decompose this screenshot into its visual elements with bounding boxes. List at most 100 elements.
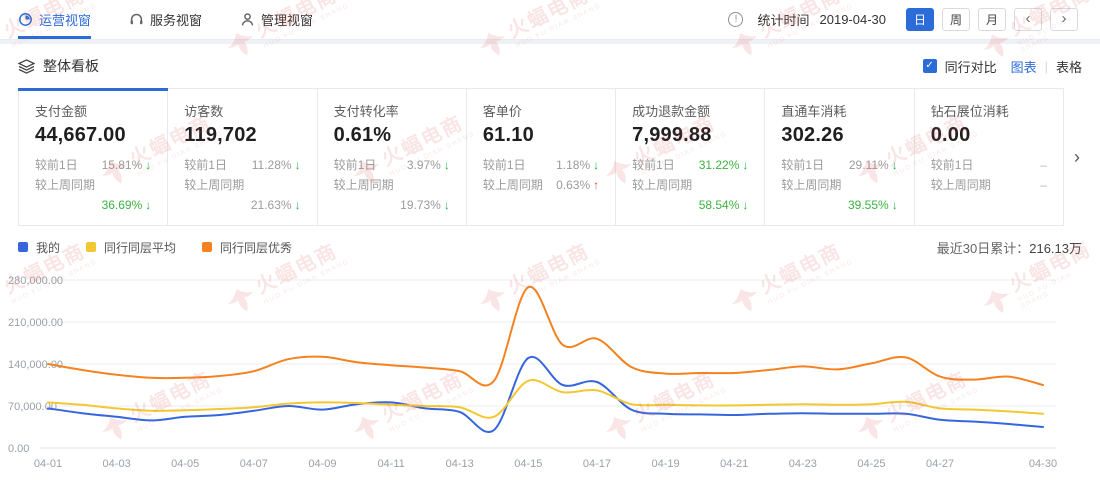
view-chart-link[interactable]: 图表 xyxy=(1010,59,1037,75)
board-title: 整体看板 xyxy=(18,56,99,76)
card-value: 7,999.88 xyxy=(632,124,712,146)
board-controls: 同行对比 图表 | 表格 xyxy=(922,57,1082,76)
x-axis-tick-label: 04-27 xyxy=(926,458,954,470)
compare-label: 较前1日 xyxy=(930,158,974,172)
compare-row-value: 58.54% ↓ xyxy=(632,195,749,215)
compare-row-value: 39.55% ↓ xyxy=(781,195,898,215)
card-title: 访客数 xyxy=(184,104,224,119)
next-date-button[interactable]: › xyxy=(1050,8,1078,31)
series-line-我的 xyxy=(47,355,1044,433)
compare-value: 29.11% ↓ xyxy=(848,158,898,172)
compare-row: 较前1日 15.81% ↓ xyxy=(35,155,151,175)
card-title: 直通车消耗 xyxy=(781,104,847,119)
operations-monitor-icon xyxy=(19,13,32,26)
compare-label: 较上周同期 xyxy=(632,178,693,192)
tab-label: 运营视窗 xyxy=(39,13,92,28)
trend-down-icon: ↓ xyxy=(145,158,152,172)
kpi-cards-row: 支付金额 44,667.00 较前1日 15.81% ↓ 较上周同期 36.69% ↓ 访客数 1… xyxy=(18,88,1090,226)
tab-service[interactable]: 服务视窗 xyxy=(129,0,202,39)
kpi-card[interactable]: 访客数 119,702 较前1日 11.28% ↓ 较上周同期 21.63% ↓ xyxy=(168,89,318,225)
info-icon[interactable] xyxy=(728,12,744,27)
trend-down-icon: ↓ xyxy=(742,198,749,212)
legend-swatch-icon xyxy=(202,242,213,252)
compare-value: 31.22% ↓ xyxy=(698,158,749,172)
y-axis-tick-label: 140,000.00 xyxy=(8,359,63,371)
trend-chart[interactable]: 0.00 70,000.00 140,000.00 210,000.00 280,000… xyxy=(0,258,1100,484)
series-line-同行同层平均 xyxy=(47,379,1044,419)
view-table-link[interactable]: 表格 xyxy=(1055,59,1082,75)
compare-value: 21.63% ↓ xyxy=(250,198,301,212)
compare-value: – xyxy=(1040,158,1047,172)
compare-label: 较前1日 xyxy=(35,158,78,172)
legend-item[interactable]: 我的 xyxy=(18,239,60,256)
x-axis-tick-label: 04-15 xyxy=(514,458,542,470)
compare-row: 较前1日 29.11% ↓ xyxy=(781,155,897,175)
view-divider: | xyxy=(1044,58,1048,74)
period-week-button[interactable]: 周 xyxy=(942,8,970,31)
compare-row: 较前1日 3.97% ↓ xyxy=(334,155,450,175)
legend-item[interactable]: 同行同层优秀 xyxy=(202,239,292,256)
x-axis-tick-label: 04-13 xyxy=(446,458,474,470)
tab-label: 管理视窗 xyxy=(261,13,314,28)
kpi-card[interactable]: 客单价 61.10 较前1日 1.18% ↓ 较上周同期 0.63% ↑ xyxy=(467,89,617,225)
peer-compare-checkbox[interactable] xyxy=(922,59,937,73)
kpi-card[interactable]: 支付金额 44,667.00 较前1日 15.81% ↓ 较上周同期 36.69% ↓ xyxy=(18,88,169,225)
active-card-indicator xyxy=(18,88,169,91)
header-controls: 统计时间 2019-04-30 日 周 月 ‹ › xyxy=(728,0,1100,39)
compare-row: 较上周同期 xyxy=(632,175,748,195)
card-value: 0.00 xyxy=(930,124,971,146)
compare-row: 较前1日 11.28% ↓ xyxy=(184,155,300,175)
chart-summary-row: 我的 同行同层平均 同行同层优秀 最近30日累计：216.13万 xyxy=(18,236,1082,258)
card-value: 302.26 xyxy=(781,124,844,146)
compare-value: 11.28% ↓ xyxy=(251,158,301,172)
trend-down-icon: ↓ xyxy=(443,198,450,212)
compare-label: 较前1日 xyxy=(482,158,526,172)
card-title: 钻石展位消耗 xyxy=(930,104,1009,119)
line-chart-svg: 0.00 70,000.00 140,000.00 210,000.00 280,000… xyxy=(8,275,1057,470)
card-title: 支付金额 xyxy=(35,104,88,119)
card-value: 0.61% xyxy=(333,124,392,146)
legend-item[interactable]: 同行同层平均 xyxy=(86,239,176,256)
compare-value: 58.54% ↓ xyxy=(698,198,749,212)
tab-admin[interactable]: 管理视窗 xyxy=(240,0,313,39)
tab-operations[interactable]: 运营视窗 xyxy=(18,0,92,39)
compare-label: 较上周同期 xyxy=(781,178,842,192)
board-bar: 整体看板 同行对比 图表 | 表格 xyxy=(0,44,1100,88)
total-30d-label: 最近30日累计： xyxy=(936,240,1030,256)
compare-value: 3.97% ↓ xyxy=(406,158,450,172)
compare-row-value: 19.73% ↓ xyxy=(334,195,450,215)
kpi-card[interactable]: 直通车消耗 302.26 较前1日 29.11% ↓ 较上周同期 39.55% ↓ xyxy=(765,89,915,225)
period-day-button[interactable]: 日 xyxy=(906,8,934,31)
top-header: 运营视窗 服务视窗 管理视窗 统计时间 2019-04-30 日 xyxy=(0,0,1100,40)
kpi-cards: 支付金额 44,667.00 较前1日 15.81% ↓ 较上周同期 36.69% ↓ 访客数 1… xyxy=(18,88,1064,226)
compare-label: 较上周同期 xyxy=(930,178,991,192)
compare-label: 较上周同期 xyxy=(333,178,394,192)
total-30d-value: 216.13万 xyxy=(1029,240,1082,256)
trend-up-icon: ↑ xyxy=(593,178,600,192)
x-axis-tick-label: 04-07 xyxy=(240,458,268,470)
compare-value: 15.81% ↓ xyxy=(101,158,152,172)
x-axis-tick-label: 04-03 xyxy=(103,458,131,470)
prev-date-button[interactable]: ‹ xyxy=(1014,8,1042,31)
peer-compare-label: 同行对比 xyxy=(944,59,997,75)
x-axis-tick-label: 04-25 xyxy=(857,458,885,470)
compare-label: 较前1日 xyxy=(184,158,227,172)
trend-down-icon: ↓ xyxy=(742,158,749,172)
admin-person-icon xyxy=(241,13,254,26)
period-month-button[interactable]: 月 xyxy=(978,8,1006,31)
total-30d: 最近30日累计：216.13万 xyxy=(937,238,1082,257)
kpi-card[interactable]: 钻石展位消耗 0.00 较前1日 – 较上周同期 – xyxy=(915,89,1063,225)
compare-row: 较上周同期 xyxy=(35,175,151,195)
trend-down-icon: ↓ xyxy=(593,158,600,172)
kpi-card[interactable]: 成功退款金额 7,999.88 较前1日 31.22% ↓ 较上周同期 58.54% ↓ xyxy=(616,89,766,225)
cards-next-arrow[interactable]: › xyxy=(1074,146,1080,167)
stat-time-label: 统计时间 xyxy=(757,13,810,28)
compare-row-value: 21.63% ↓ xyxy=(184,195,301,215)
y-axis-tick-label: 210,000.00 xyxy=(8,317,63,329)
kpi-card[interactable]: 支付转化率 0.61% 较前1日 3.97% ↓ 较上周同期 19.73% ↓ xyxy=(318,89,467,225)
series-line-同行同层优秀 xyxy=(47,286,1044,387)
legend-swatch-icon xyxy=(86,242,97,252)
compare-label: 较前1日 xyxy=(632,158,675,172)
trend-down-icon: ↓ xyxy=(294,158,301,172)
compare-value: 36.69% ↓ xyxy=(101,198,152,212)
